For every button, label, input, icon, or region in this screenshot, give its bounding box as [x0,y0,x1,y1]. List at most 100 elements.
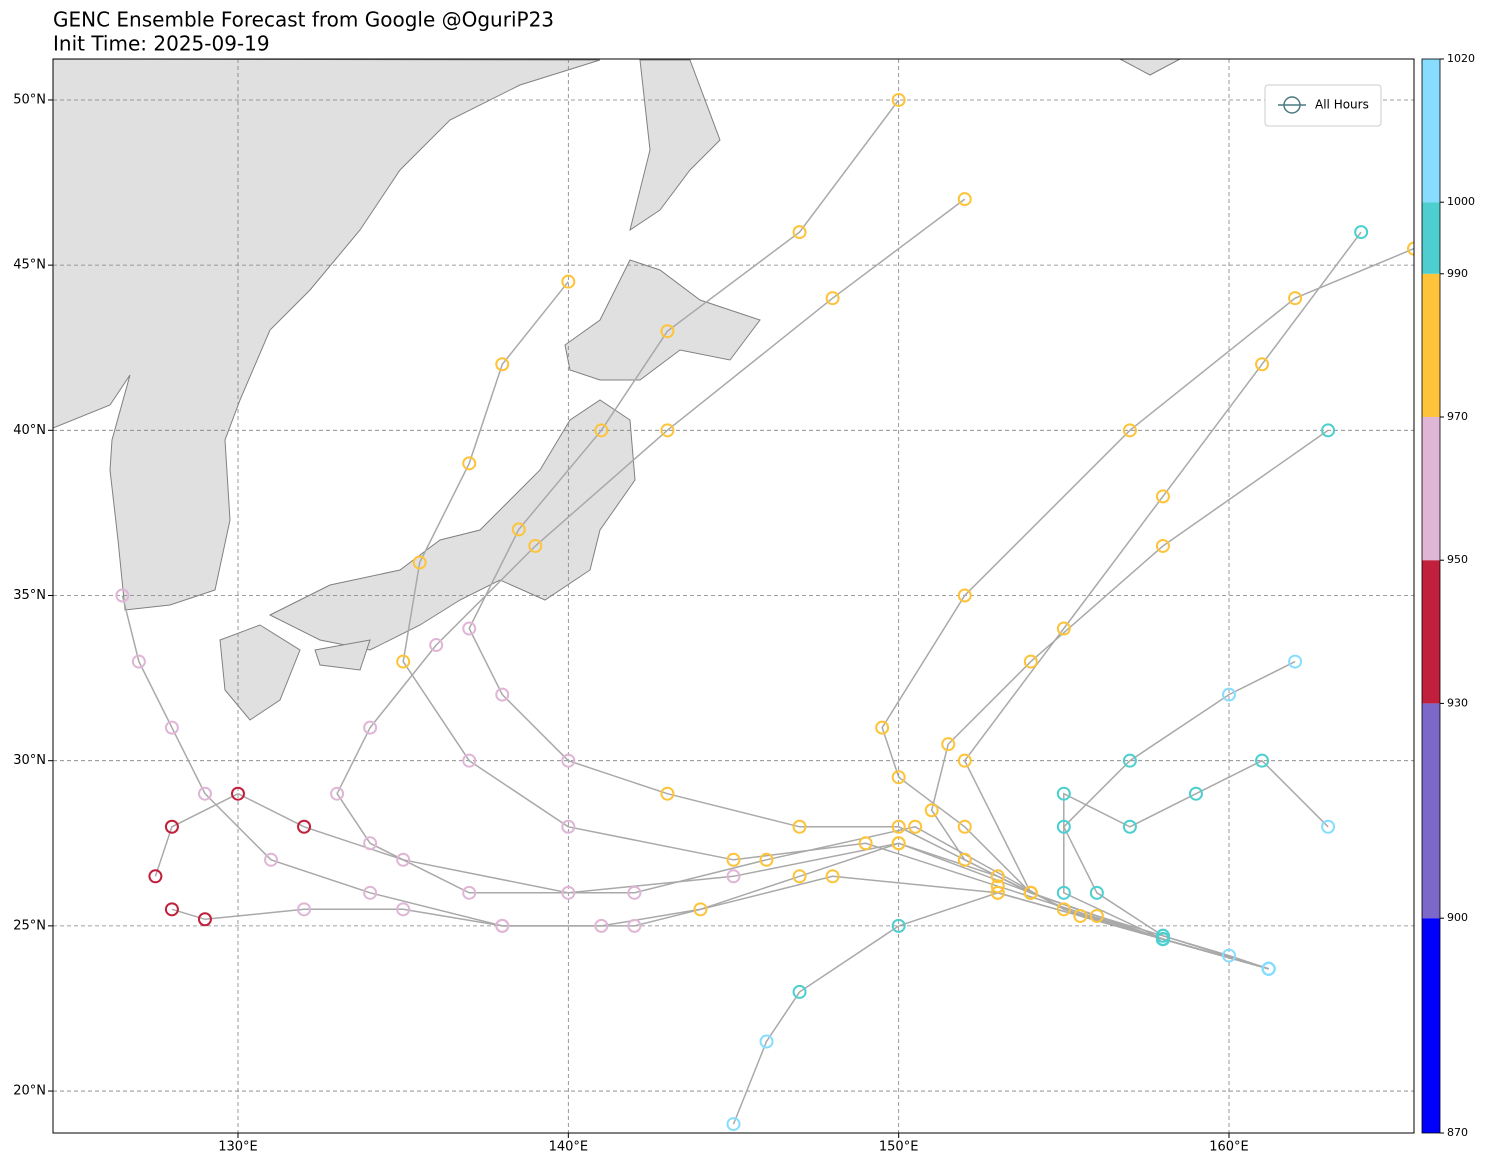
x-tick-label: 150°E [879,1140,919,1155]
track-point [396,654,411,669]
track-point [627,885,642,900]
track-point [1407,241,1414,256]
colorbar-band [1422,59,1440,203]
track-point [396,852,411,867]
track-point [561,274,576,289]
track-point [990,885,1005,900]
track-point [957,192,972,207]
track-point [1122,819,1137,834]
track-point [792,869,807,884]
track-point [1321,819,1336,834]
track-point [462,621,477,636]
track-point [924,803,939,818]
track-point [957,588,972,603]
x-tick-label: 140°E [549,1140,589,1155]
track-line [468,99,1269,970]
track-point [825,869,840,884]
track-point [792,225,807,240]
track-point [908,819,923,834]
track-point [627,918,642,933]
mainland [53,59,601,611]
colorbar-band [1422,273,1440,417]
colorbar-band [1422,703,1440,919]
track-point [1056,621,1071,636]
track-point [759,852,774,867]
chart-subtitle: Init Time: 2025-09-19 [53,32,270,56]
colorbar-frame [1421,58,1441,1134]
track-point [792,819,807,834]
track-point [660,324,675,339]
chart-title: GENC Ensemble Forecast from Google @Ogur… [53,8,554,32]
track-line [336,198,1269,970]
track-point [1255,753,1270,768]
track-point [891,92,906,107]
track-point [759,1034,774,1049]
track-point [264,852,279,867]
track-point [1261,961,1276,976]
track-point [594,423,609,438]
track-point [1056,902,1071,917]
track-point [197,912,212,927]
track-point [561,885,576,900]
track-point [1023,885,1038,900]
hokkaido [564,259,761,381]
x-tick-label: 130°E [218,1140,258,1155]
track-point [462,753,477,768]
track-point [363,720,378,735]
track-point [462,456,477,471]
colorbar-tick-label: 900 [1447,911,1468,924]
track-point [363,885,378,900]
y-tick-label: 35°N [13,588,46,603]
track-point [1073,908,1088,923]
colorbar-band [1422,417,1440,561]
y-tick-label: 25°N [13,918,46,933]
track-point [297,902,312,917]
y-tick-label: 40°N [13,423,46,438]
track-point [693,902,708,917]
colorbar-tick-label: 1000 [1447,195,1475,208]
tracks [115,92,1414,1132]
track-point [1222,687,1237,702]
track-point [148,869,163,884]
colorbar-tick-label: 1020 [1447,52,1475,65]
track-point [1122,423,1137,438]
kamchatka [1119,59,1181,76]
colorbar-tick-label: 870 [1447,1126,1468,1139]
track-point [396,902,411,917]
track-point [1056,819,1071,834]
track-point [412,555,427,570]
track-point [495,357,510,372]
track-point [891,836,906,851]
track-point [429,638,444,653]
track-point [1155,538,1170,553]
track-point [164,720,179,735]
track-point [164,819,179,834]
y-tick-label: 45°N [13,258,46,273]
colorbar-band [1422,560,1440,704]
track-point [1321,423,1336,438]
colorbar-tick-label: 990 [1447,267,1468,280]
colorbar-tick-label: 950 [1447,553,1468,566]
track-point [1089,908,1104,923]
track-point [495,687,510,702]
track-point [660,786,675,801]
track-point [1354,225,1369,240]
land [53,59,1181,721]
colorbar-band [1422,918,1440,1133]
track-point [594,918,609,933]
track-point [990,869,1005,884]
track-point [990,879,1005,894]
kyushu [219,624,301,721]
track-point [891,770,906,785]
y-tick-label: 50°N [13,92,46,107]
colorbar-band [1422,202,1440,274]
track-point [1188,786,1203,801]
track-point [660,423,675,438]
track-point [1255,357,1270,372]
track-point [230,786,245,801]
track-point [330,786,345,801]
track-point [957,852,972,867]
track-point [891,819,906,834]
track-point [1122,753,1137,768]
legend: All Hours [1264,84,1382,127]
